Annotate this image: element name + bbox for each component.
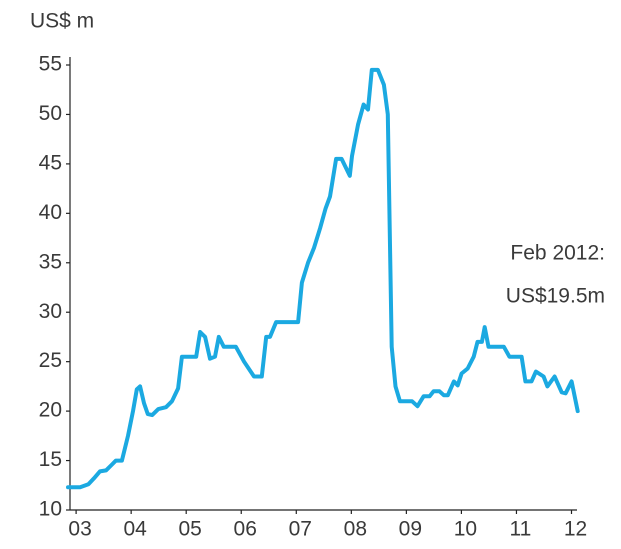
x-tick-label: 10 (454, 518, 477, 541)
y-tick-label: 15 (39, 448, 62, 471)
y-axis-label: US$ m (30, 10, 94, 33)
x-tick-label: 08 (344, 518, 367, 541)
annotation: Feb 2012: (510, 242, 605, 265)
annotation: US$19.5m (506, 285, 605, 308)
y-tick-label: 55 (39, 53, 62, 76)
x-tick-label: 12 (564, 518, 587, 541)
x-tick-label: 09 (399, 518, 422, 541)
y-tick-label: 45 (39, 151, 62, 174)
x-tick-label: 11 (510, 518, 532, 541)
y-tick-label: 40 (39, 201, 62, 224)
y-tick-label: 50 (39, 102, 62, 125)
x-tick-label: 03 (68, 518, 91, 541)
x-tick-label: 04 (123, 518, 147, 541)
y-tick-label: 20 (39, 399, 62, 422)
x-tick-label: 07 (289, 518, 312, 541)
x-tick-label: 06 (234, 518, 257, 541)
y-tick-label: 30 (39, 300, 62, 323)
y-tick-label: 25 (39, 349, 62, 372)
x-tick-label: 05 (179, 518, 202, 541)
line-series (66, 67, 580, 490)
y-tick-label: 35 (39, 250, 62, 273)
y-tick-label: 10 (39, 498, 62, 521)
